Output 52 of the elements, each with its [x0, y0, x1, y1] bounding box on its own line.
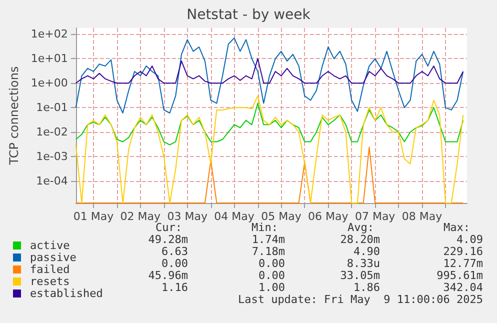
text: 342.04 [443, 281, 484, 294]
text: 49.28m [148, 233, 188, 246]
text: 45.96m [148, 269, 188, 282]
x-tick-label: 05 May [261, 210, 302, 223]
text: 1.16 [162, 281, 188, 294]
legend-label: established [30, 287, 103, 300]
x-tick-label: 03 May [167, 210, 208, 223]
x-tick-label: 01 May [73, 210, 114, 223]
text: 1.74m [252, 233, 286, 246]
text: 33.05m [340, 269, 380, 282]
text: Max: [444, 221, 470, 234]
text: 0.00 [258, 257, 285, 270]
text: 1.00 [258, 281, 285, 294]
legend-label: active [30, 239, 70, 252]
line-series [75, 102, 464, 146]
line-series [75, 95, 464, 204]
y-tick-label: 1e+00 [30, 76, 68, 90]
y-tick-label: 1e-01 [36, 101, 68, 114]
chart-title: Netstat - by week [186, 7, 312, 23]
x-tick-label: 02 May [120, 210, 162, 223]
legend-label: resets [30, 275, 70, 288]
text: 8.33u [346, 257, 380, 270]
x-tick-label: 07 May [354, 210, 396, 223]
text: 4.90 [354, 245, 380, 258]
line-series [75, 58, 464, 84]
text: 12.77m [443, 257, 484, 270]
y-tick-label: 1e-02 [36, 126, 68, 139]
line-series [75, 146, 464, 204]
y-tick-label: 1e-04 [36, 174, 68, 188]
text: 229.16 [443, 245, 483, 258]
text: 0.00 [162, 257, 188, 270]
x-tick-label: 06 May [308, 210, 349, 223]
y-tick-label: 1e+01 [30, 52, 68, 66]
text: Avg: [348, 221, 374, 234]
text: 1.86 [354, 281, 380, 294]
text: 6.63 [162, 245, 188, 258]
x-tick-label: 08 May [402, 210, 443, 223]
text: 7.18m [252, 245, 286, 258]
legend-label: passive [30, 251, 76, 264]
text: Min: [252, 221, 278, 234]
y-axis-title: TCP connections [7, 66, 21, 166]
text: 4.09 [456, 233, 483, 246]
text: Last update: Fri May 9 11:00:06 2025 [238, 293, 483, 306]
line-series [75, 38, 464, 114]
x-tick-label: 04 May [214, 210, 255, 223]
y-tick-label: 1e-03 [36, 150, 68, 163]
text: 28.20m [340, 233, 380, 246]
text: 995.61m [436, 269, 484, 282]
y-tick-label: 1e+02 [30, 28, 68, 41]
text: Cur: [156, 221, 182, 234]
text: 0.00 [258, 269, 285, 282]
legend-label: failed [30, 263, 70, 276]
